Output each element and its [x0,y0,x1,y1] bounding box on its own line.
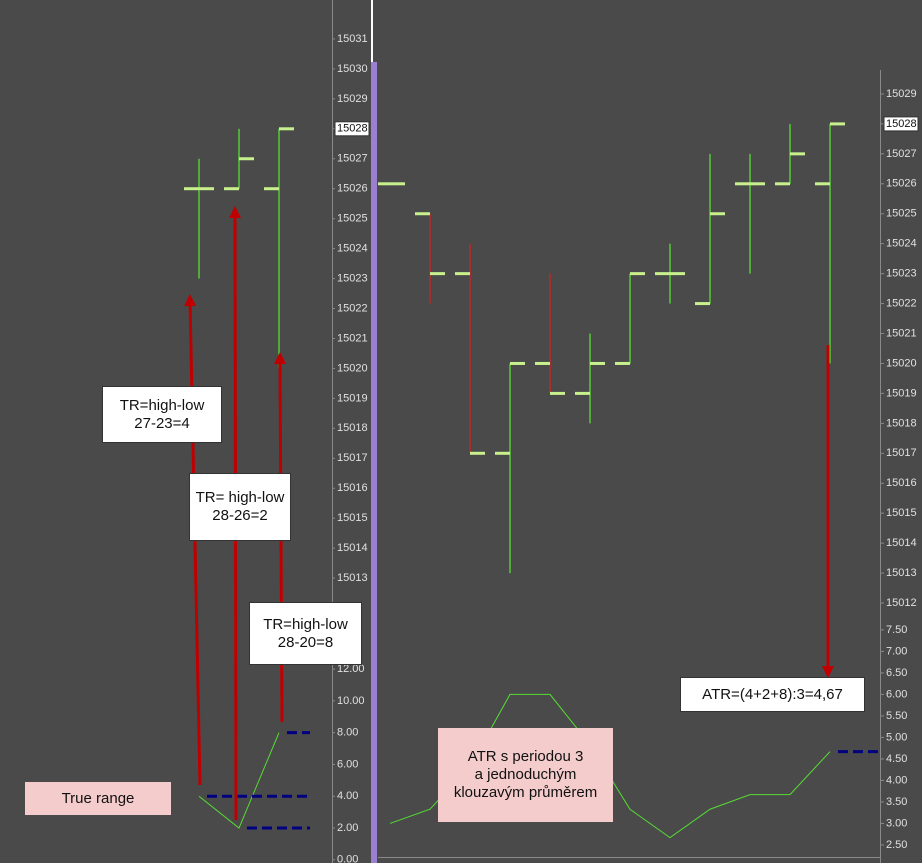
y-tick-label: 15022 [337,302,368,314]
y-tick-label: 5.50 [886,710,907,722]
y-tick-label: 3.50 [886,796,907,808]
last-price-box [883,116,919,132]
y-tick-label: 15014 [886,537,917,549]
arrow [184,294,202,786]
y-tick-label: 8.00 [337,727,358,739]
annotation-line: TR=high-low [263,615,348,633]
y-tick-label: 15017 [886,447,917,459]
y-tick-label: 15020 [337,362,368,374]
indicator-line [198,732,280,829]
y-tick-label: 15012 [886,597,917,609]
annotation: ATR=(4+2+8):3=4,67 [680,677,865,712]
y-tick-label: 15021 [886,327,917,339]
last-price-label: 15028 [337,123,368,135]
panel-splitter[interactable] [371,62,377,863]
y-tick-label: 15023 [337,272,368,284]
annotation-line: TR=high-low [119,396,205,414]
y-tick-label: 0.00 [337,854,358,863]
y-tick-label: 6.00 [886,688,907,700]
y-tick-label: 15016 [337,482,368,494]
y-tick-label: 5.00 [886,731,907,743]
y-tick-label: 15013 [337,572,368,584]
y-tick-label: 15023 [886,268,917,280]
panel [184,127,310,830]
annotation-line: 28-20=8 [277,633,334,651]
y-tick-label: 15018 [886,417,917,429]
annotation-line: a jednoduchým [474,766,577,783]
last-price-label: 15028 [886,118,917,130]
y-tick-label: 15013 [886,567,917,579]
y-tick-label: 15014 [337,542,368,554]
y-tick-label: 15025 [337,213,368,225]
annotation-line: 27-23=4 [134,414,190,432]
y-tick-label: 15031 [337,33,368,45]
y-tick-label: 15030 [337,63,368,75]
y-tick-label: 15018 [337,422,368,434]
y-tick-label: 15021 [337,332,368,344]
annotation: TR=high-low 28-20=8 [249,602,362,665]
annotation: TR= high-low 28-26=2 [189,473,291,541]
y-tick-label: 15026 [886,178,917,190]
panel [378,122,880,839]
y-tick-label: 15015 [337,512,368,524]
y-tick-label: 3.00 [886,817,907,829]
y-tick-label: 15027 [886,148,917,160]
y-tick-label: 2.00 [337,822,358,834]
y-tick-label: 6.00 [337,758,358,770]
annotation-line: ATR s periodou 3 [467,748,584,765]
y-tick-label: 15017 [337,452,368,464]
annotation-line: klouzavým průměrem [453,784,598,801]
y-tick-label: 15027 [337,153,368,165]
y-tick-label: 15020 [886,357,917,369]
annotation-line: ATR=(4+2+8):3=4,67 [702,685,843,703]
y-tick-label: 15024 [337,243,368,255]
annotation-line: 28-26=2 [212,507,268,524]
y-tick-label: 15029 [337,93,368,105]
annotation: TR=high-low 27-23=4 [102,386,222,443]
y-tick-label: 15022 [886,297,917,309]
y-tick-label: 4.50 [886,753,907,765]
axis: 15029 15028 15027 15026 15025 15024 15023 15022… [881,88,919,851]
annotation-line: TR= high-low [195,489,285,506]
y-tick-label: 12.00 [337,663,365,675]
y-tick-label: 15019 [886,387,917,399]
y-tick-label: 15026 [337,183,368,195]
y-tick-label: 6.50 [886,667,907,679]
y-tick-label: 15016 [886,477,917,489]
y-tick-label: 10.00 [337,695,365,707]
y-tick-label: 4.00 [337,790,358,802]
y-tick-label: 15024 [886,238,917,250]
annotation: ATR s periodou 3 a jednoduchým klouzavým… [438,728,613,822]
y-tick-label: 4.00 [886,774,907,786]
annotation-line: True range [61,789,135,807]
axis: 15031 15030 15029 15028 15027 15026 15025 15024… [332,33,370,863]
y-tick-label: 15015 [886,507,917,519]
y-tick-label: 15019 [337,392,368,404]
y-tick-label: 15029 [886,88,917,100]
last-price-box [334,121,370,137]
y-tick-label: 7.50 [886,624,907,636]
y-tick-label: 2.50 [886,839,907,851]
y-tick-label: 7.00 [886,645,907,657]
y-tick-label: 15025 [886,208,917,220]
annotation: True range [25,782,171,815]
